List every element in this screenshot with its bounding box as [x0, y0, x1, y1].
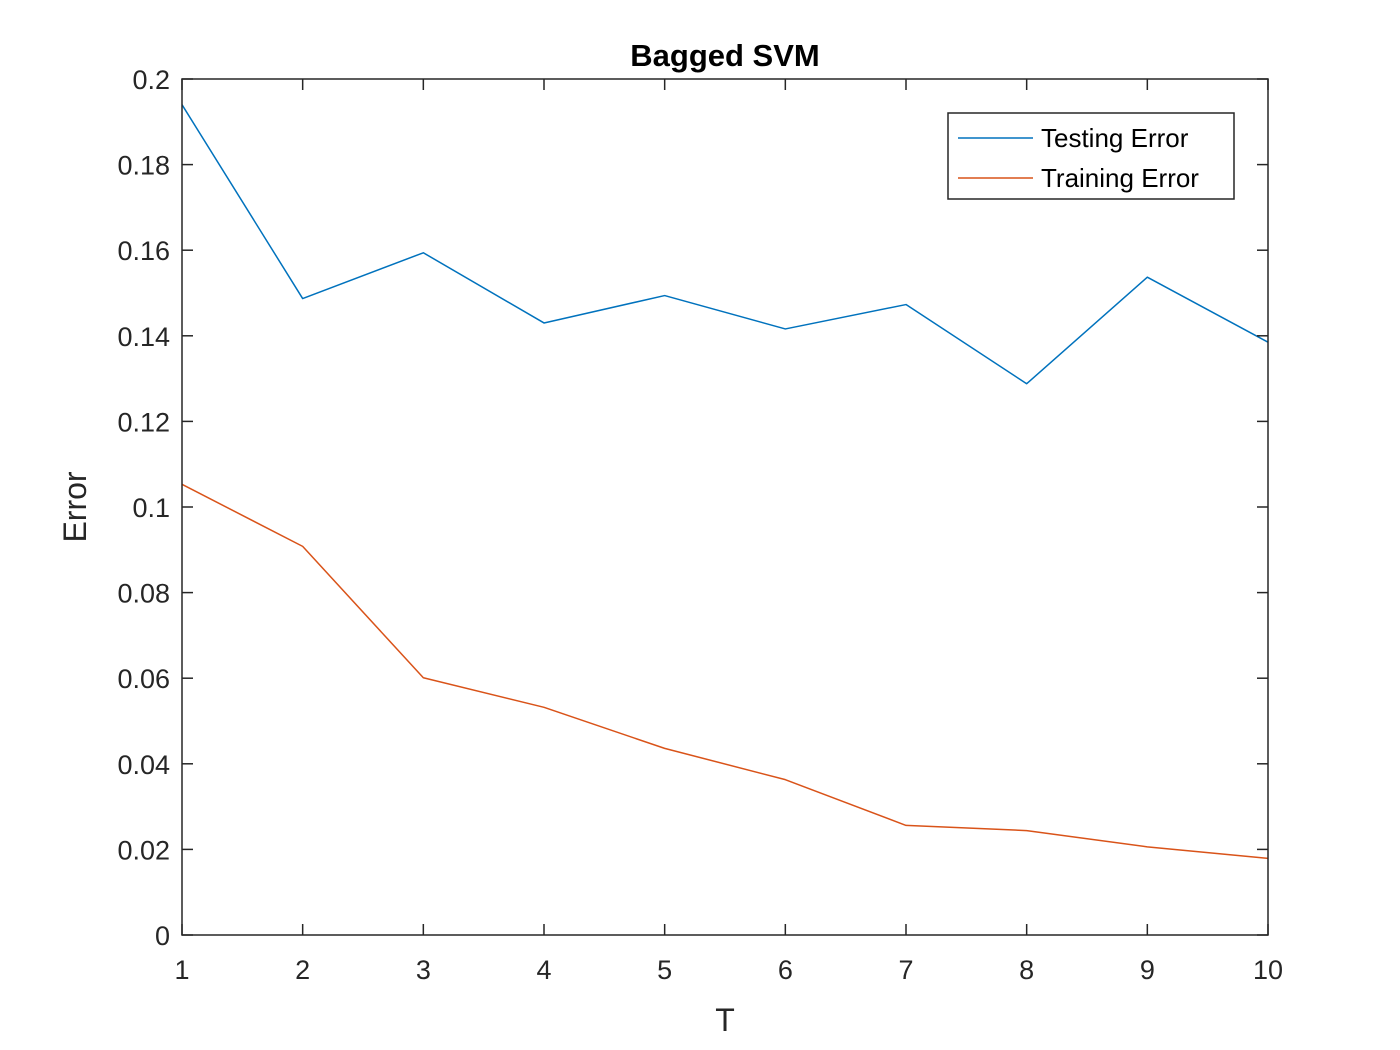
x-axis-label: T — [715, 1002, 735, 1038]
x-tick-label: 10 — [1253, 955, 1283, 985]
x-tick-label: 4 — [536, 955, 551, 985]
x-tick-label: 9 — [1140, 955, 1155, 985]
y-tick-label: 0.14 — [117, 322, 170, 352]
y-tick-label: 0.04 — [117, 750, 170, 780]
x-tick-label: 7 — [898, 955, 913, 985]
legend-label-testing-error: Testing Error — [1041, 123, 1189, 153]
series-layer — [181, 104, 1269, 860]
y-tick-label: 0.08 — [117, 579, 170, 609]
series-line-training-error — [181, 483, 1269, 860]
x-tick-label: 6 — [778, 955, 793, 985]
plot-area — [182, 79, 1268, 935]
y-tick-label: 0.12 — [117, 407, 170, 437]
x-tick-label: 8 — [1019, 955, 1034, 985]
x-tick-label: 3 — [416, 955, 431, 985]
x-tick-labels: 1 2 3 4 5 6 7 8 9 10 — [174, 955, 1283, 985]
x-tick-label: 2 — [295, 955, 310, 985]
legend: Testing Error Training Error — [947, 112, 1235, 200]
x-tick-label: 5 — [657, 955, 672, 985]
y-tick-label: 0.16 — [117, 236, 170, 266]
y-axis-label: Error — [57, 471, 93, 542]
x-tick-label: 1 — [174, 955, 189, 985]
axes-layer — [181, 78, 1269, 936]
y-tick-labels: 0 0.02 0.04 0.06 0.08 0.1 0.12 0.14 0.16 0.18 0.2 — [117, 65, 170, 951]
series-line-testing-error — [181, 104, 1269, 385]
y-tick-label: 0.06 — [117, 664, 170, 694]
y-tick-label: 0.1 — [132, 493, 170, 523]
legend-box — [947, 112, 1235, 200]
y-tick-label: 0.2 — [132, 65, 170, 95]
chart-title: Bagged SVM — [630, 38, 819, 73]
y-tick-label: 0.18 — [117, 151, 170, 181]
legend-label-training-error: Training Error — [1041, 163, 1199, 193]
y-tick-label: 0.02 — [117, 835, 170, 865]
y-tick-label: 0 — [155, 921, 170, 951]
